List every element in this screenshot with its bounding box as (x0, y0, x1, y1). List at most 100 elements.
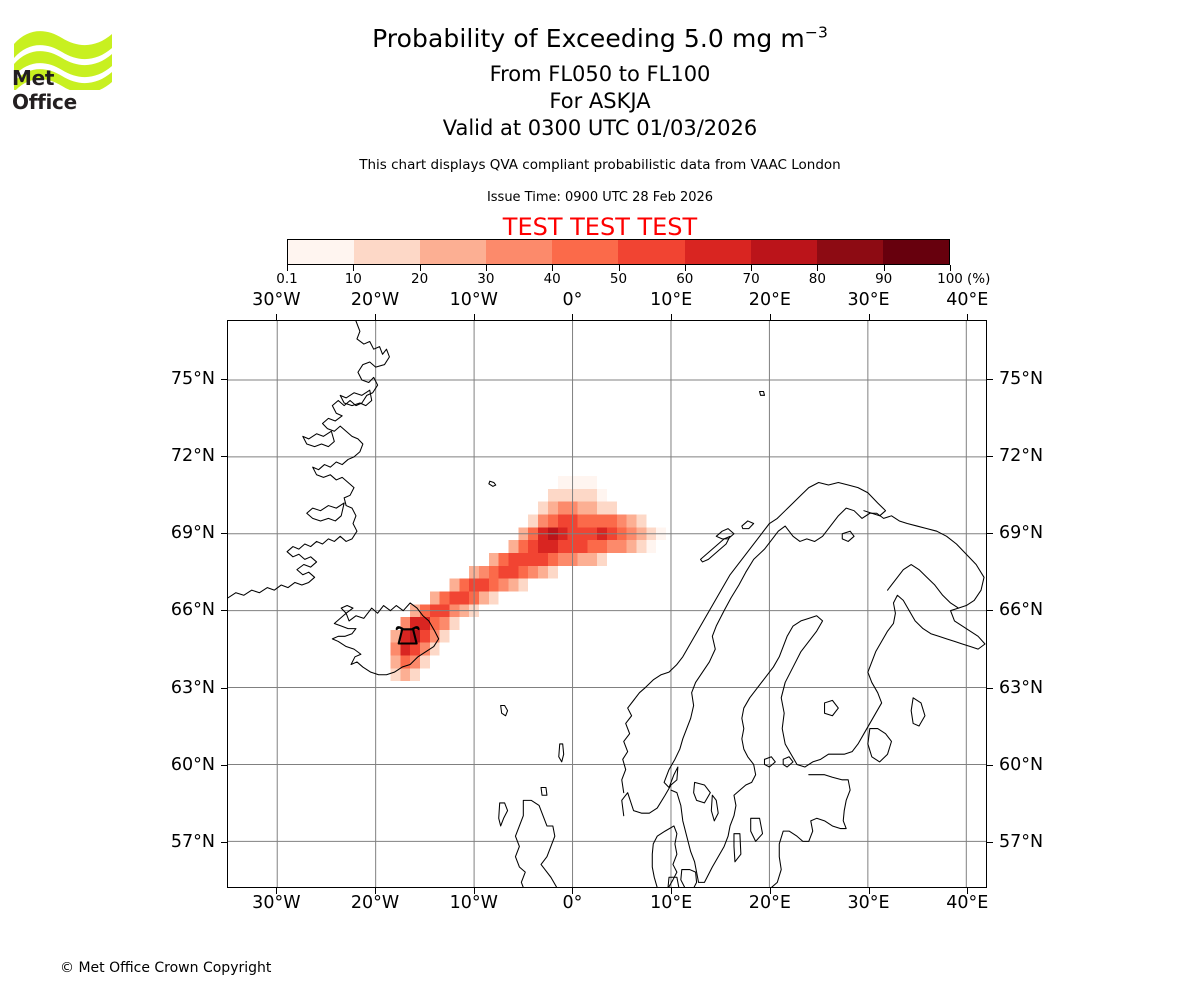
lat-tick-mark (221, 610, 227, 612)
lat-tick-mark (221, 841, 227, 843)
lon-tick-mark (276, 314, 278, 320)
lon-tick-mark (671, 314, 673, 320)
lat-tick-label-right-66°N: 66°N (999, 600, 1044, 621)
colorbar (287, 239, 950, 265)
colorbar-tick-label-5: 50 (609, 271, 628, 287)
lat-tick-mark (987, 456, 993, 458)
page-title-text: Probability of Exceeding 5.0 mg m (372, 24, 805, 53)
lon-tick-label-10°E: 10°E (650, 893, 693, 913)
lon-tick-mark (572, 888, 574, 894)
lat-tick-mark (221, 764, 227, 766)
issue-time: Issue Time: 0900 UTC 28 Feb 2026 (486, 190, 714, 205)
colorbar-band-1 (354, 240, 421, 264)
colorbar-band-4 (552, 240, 619, 264)
colorbar-tick-label-2: 20 (411, 271, 429, 287)
colorbar-band-7 (750, 240, 817, 264)
colorbar-tick-0 (287, 265, 288, 271)
colorbar-tick-label-8: 80 (808, 271, 826, 287)
colorbar-band-5 (618, 240, 685, 264)
colorbar-tick-label-10: 100 (937, 271, 963, 287)
lat-tick-label-right-69°N: 69°N (999, 523, 1044, 544)
lat-tick-label-left-60°N: 60°N (170, 754, 215, 775)
lon-tick-mark (671, 888, 673, 894)
lon-tick-mark (375, 314, 377, 320)
lat-tick-label-left-72°N: 72°N (170, 446, 215, 467)
lat-tick-mark (221, 379, 227, 381)
colorbar-tick-3 (485, 265, 487, 271)
lon-tick-label-30°E: 30°E (847, 290, 890, 310)
met-office-logo-waves (14, 31, 112, 94)
lat-tick-label-left-63°N: 63°N (170, 677, 215, 698)
colorbar-band-9 (882, 240, 949, 264)
colorbar-tick-7 (751, 265, 753, 271)
lon-tick-label-0°: 0° (562, 893, 583, 913)
colorbar-tick-label-1: 10 (344, 271, 362, 287)
colorbar-band-6 (684, 240, 751, 264)
lon-tick-label-30°W: 30°W (252, 290, 301, 310)
colorbar-band-8 (816, 240, 883, 264)
lon-tick-mark (473, 888, 475, 894)
colorbar-tick-4 (552, 265, 554, 271)
colorbar-tick-1 (353, 265, 355, 271)
colorbar-tick-5 (618, 265, 620, 271)
page-title-exponent: −3 (804, 23, 828, 42)
lon-tick-label-20°W: 20°W (350, 290, 400, 310)
lon-tick-mark (769, 888, 771, 894)
lon-tick-mark (769, 314, 771, 320)
valid-time-subtitle: Valid at 0300 UTC 01/03/2026 (442, 116, 758, 140)
flight-level-subtitle: From FL050 to FL100 (489, 62, 711, 86)
lon-tick-label-40°E: 40°E (946, 290, 989, 310)
lat-tick-label-right-60°N: 60°N (999, 754, 1044, 775)
colorbar-tick-label-0: 0.1 (276, 271, 298, 287)
lat-tick-mark (221, 687, 227, 689)
colorbar-tick-2 (419, 265, 421, 271)
lon-tick-mark (572, 314, 574, 320)
lon-tick-label-10°E: 10°E (650, 290, 693, 310)
lon-tick-label-10°W: 10°W (449, 893, 498, 913)
map-gridlines (228, 321, 986, 887)
lon-tick-label-30°E: 30°E (847, 893, 890, 913)
lon-tick-mark (868, 888, 870, 894)
lon-tick-mark (967, 888, 969, 894)
lat-tick-label-right-72°N: 72°N (999, 446, 1044, 467)
lat-tick-mark (987, 841, 993, 843)
qva-note: This chart displays QVA compliant probab… (359, 157, 841, 173)
colorbar-ticks: 0.1 10 20 30 40 50 60 70 80 90 100 (276, 265, 963, 287)
copyright-notice: © Met Office Crown Copyright (60, 960, 272, 976)
met-office-logo-text: Met Office (12, 66, 77, 114)
colorbar-band-3 (486, 240, 553, 264)
lon-tick-label-20°E: 20°E (748, 290, 791, 310)
coastlines (228, 321, 986, 887)
lon-tick-mark (276, 888, 278, 894)
colorbar-tick-10 (950, 265, 951, 271)
lat-tick-mark (987, 533, 993, 535)
lon-tick-label-10°W: 10°W (449, 290, 498, 310)
lat-tick-label-left-66°N: 66°N (170, 600, 215, 621)
map-plot-area (227, 320, 987, 888)
lon-tick-mark (375, 888, 377, 894)
colorbar-band-0 (288, 240, 355, 264)
volcano-subtitle: For ASKJA (549, 89, 651, 113)
colorbar-tick-8 (817, 265, 819, 271)
lat-tick-label-right-57°N: 57°N (999, 831, 1044, 852)
lon-tick-mark (967, 314, 969, 320)
colorbar-tick-9 (883, 265, 885, 271)
lat-tick-label-left-69°N: 69°N (170, 523, 215, 544)
lat-tick-label-left-57°N: 57°N (170, 831, 215, 852)
lat-tick-mark (987, 687, 993, 689)
lat-tick-label-left-75°N: 75°N (170, 369, 215, 390)
lat-tick-mark (221, 456, 227, 458)
colorbar-unit-label: (%) (967, 271, 991, 287)
test-banner: TEST TEST TEST (502, 213, 698, 241)
colorbar-bands (287, 239, 950, 265)
lon-tick-label-30°W: 30°W (252, 893, 301, 913)
lat-tick-mark (987, 764, 993, 766)
colorbar-tick-label-3: 30 (477, 271, 495, 287)
lon-tick-mark (473, 314, 475, 320)
lon-tick-label-20°W: 20°W (350, 893, 400, 913)
lat-tick-label-right-63°N: 63°N (999, 677, 1044, 698)
colorbar-tick-label-6: 60 (676, 271, 694, 287)
lon-tick-label-20°E: 20°E (748, 893, 791, 913)
volcano-marker-askja (395, 626, 420, 645)
lon-tick-label-0°: 0° (562, 290, 583, 310)
